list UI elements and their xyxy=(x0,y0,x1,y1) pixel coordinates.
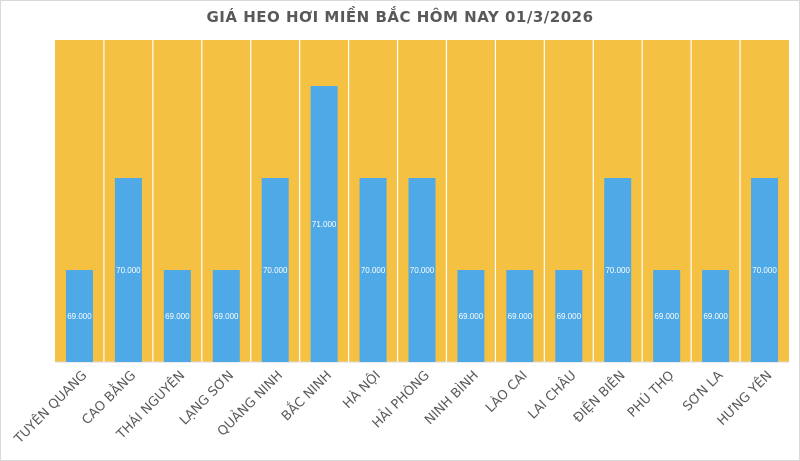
bar xyxy=(702,270,730,362)
bar xyxy=(212,270,240,362)
bar xyxy=(408,178,436,362)
data-label: 69.000 xyxy=(654,312,679,321)
category-label: LÀO CAI xyxy=(482,368,530,416)
bar xyxy=(653,270,681,362)
category-label: SƠN LA xyxy=(680,368,726,414)
data-label: 70.000 xyxy=(263,266,288,275)
data-label: 69.000 xyxy=(214,312,239,321)
data-label: 70.000 xyxy=(752,266,777,275)
data-label: 71.000 xyxy=(312,220,337,229)
data-label: 69.000 xyxy=(508,312,533,321)
data-label: 69.000 xyxy=(703,312,728,321)
category-label: PHÚ THỌ xyxy=(624,368,677,421)
bar xyxy=(65,270,93,362)
bar xyxy=(114,178,142,362)
data-label: 69.000 xyxy=(459,312,484,321)
data-label: 69.000 xyxy=(67,312,92,321)
category-label: TUYÊN QUANG xyxy=(10,368,90,448)
data-label: 69.000 xyxy=(165,312,190,321)
bar xyxy=(457,270,485,362)
category-label: ĐIỆN BIÊN xyxy=(570,368,628,426)
data-label: 70.000 xyxy=(605,266,630,275)
bar xyxy=(310,86,338,362)
bar xyxy=(604,178,632,362)
bar xyxy=(261,178,289,362)
category-label: HÀ NỘI xyxy=(340,368,384,412)
bar xyxy=(506,270,534,362)
data-label: 70.000 xyxy=(361,266,386,275)
category-label: BẮC NINH xyxy=(278,367,335,424)
bar xyxy=(359,178,387,362)
data-label: 70.000 xyxy=(116,266,141,275)
chart-title: GIÁ HEO HƠI MIỀN BẮC HÔM NAY 01/3/2026 xyxy=(206,8,594,26)
data-label: 70.000 xyxy=(410,266,435,275)
bar xyxy=(751,178,779,362)
data-label: 69.000 xyxy=(557,312,582,321)
bar xyxy=(163,270,191,362)
bar xyxy=(555,270,583,362)
